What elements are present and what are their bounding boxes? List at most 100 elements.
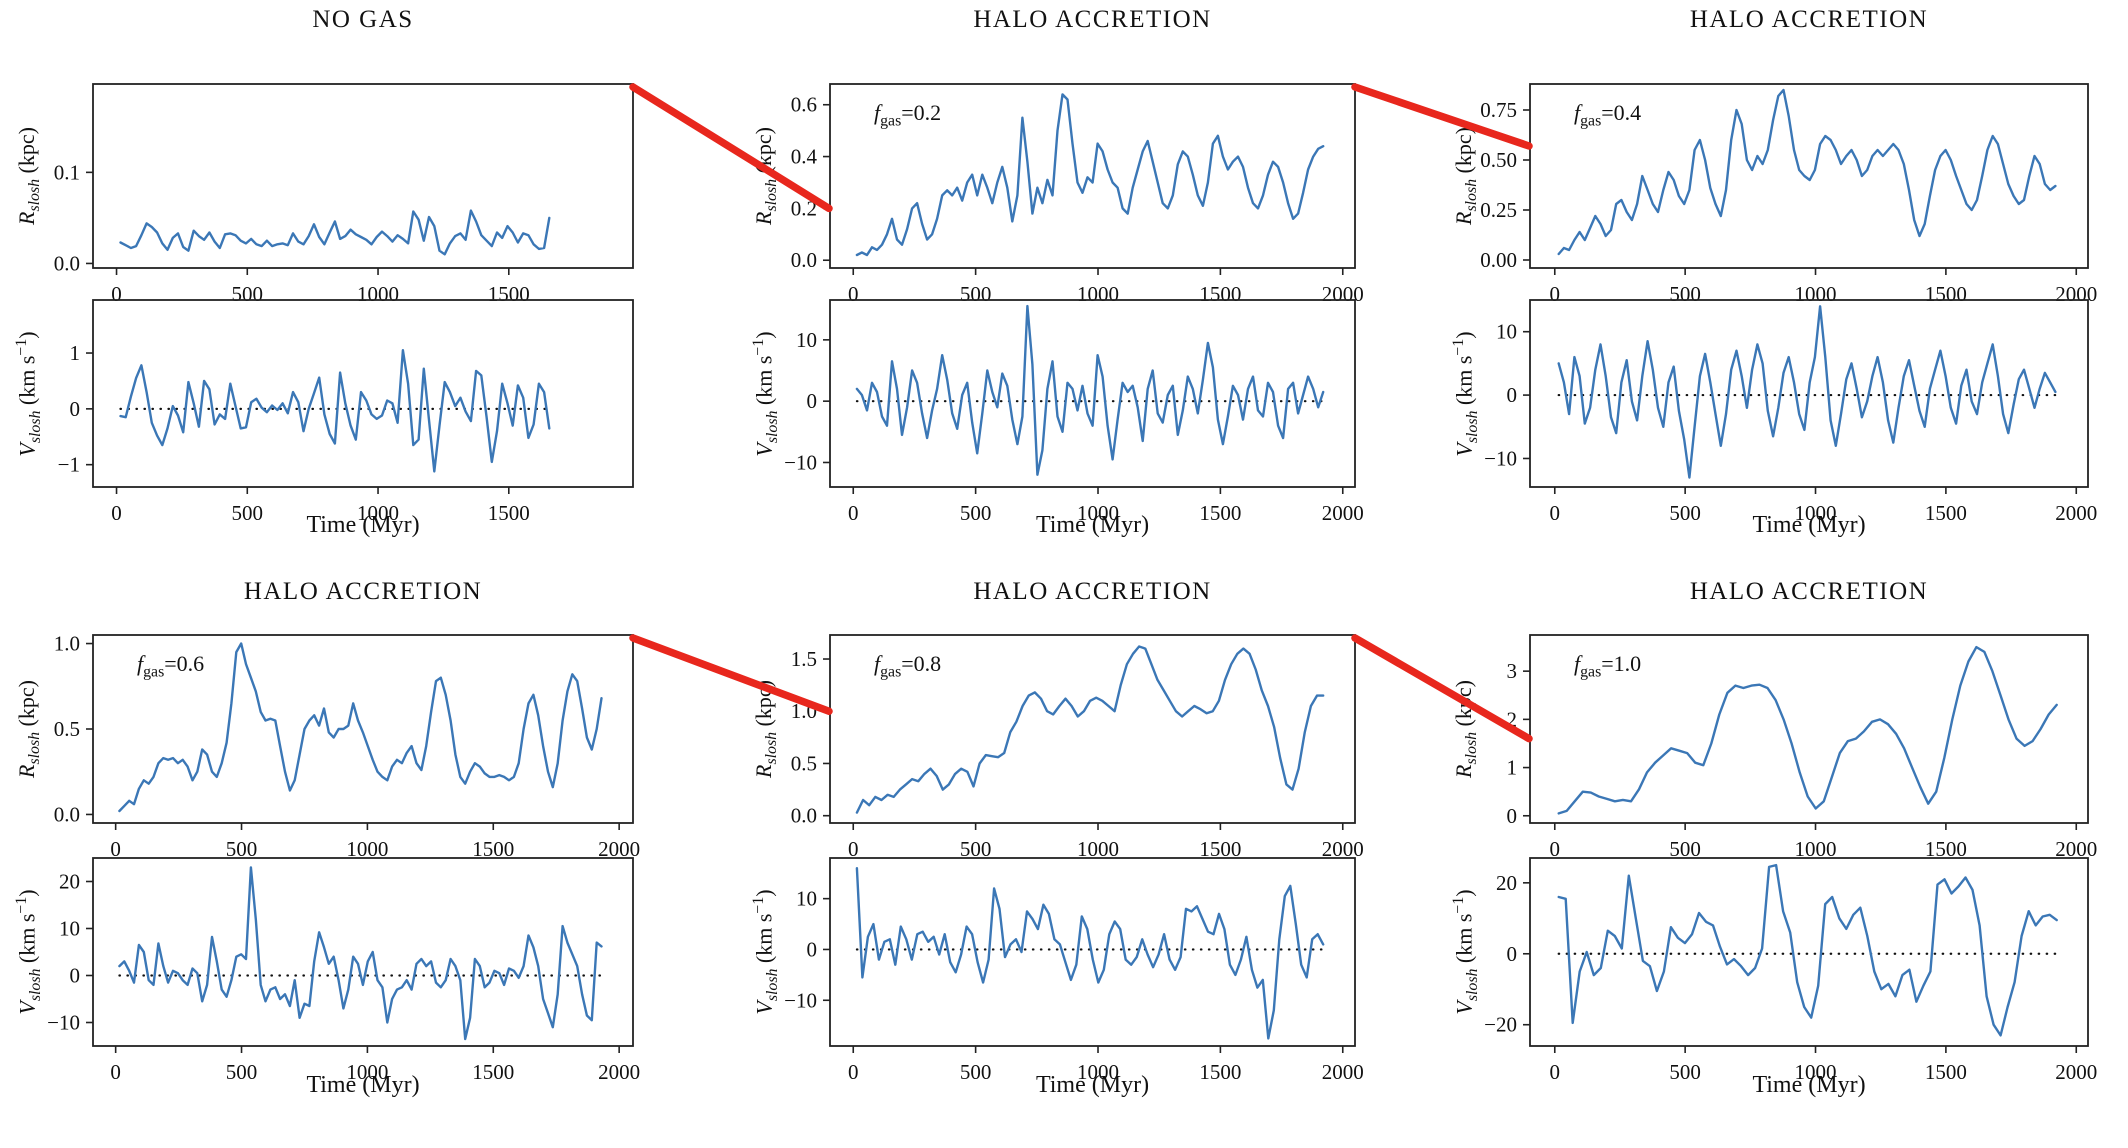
panel-title: NO GAS bbox=[312, 6, 414, 33]
x-tick-label: 1000 bbox=[1077, 1060, 1119, 1084]
x-tick-label: 2000 bbox=[598, 1060, 640, 1084]
r-slosh-chart: 0 500 1000 1500 2000 0.00 0.25 0.50 0.75 bbox=[1480, 83, 2097, 306]
y-tick-label: −20 bbox=[1484, 1013, 1517, 1037]
y-tick-label: 0.0 bbox=[791, 804, 817, 828]
y-tick-label: −10 bbox=[784, 450, 817, 474]
y-tick-label: 0.5 bbox=[54, 717, 80, 741]
r-axis-label: Rslosh (kpc) bbox=[751, 127, 781, 225]
x-tick-label: 0 bbox=[848, 282, 859, 306]
x-tick-label: 1500 bbox=[1925, 837, 1967, 861]
r-unit: (kpc) bbox=[13, 680, 39, 732]
x-tick-label: 500 bbox=[1669, 837, 1701, 861]
x-tick-label: 1000 bbox=[357, 282, 399, 306]
series-line bbox=[855, 645, 1325, 814]
y-tick-label: 20 bbox=[59, 870, 80, 894]
v-unit-post: ) bbox=[1451, 330, 1477, 339]
r-axis-label: Rslosh (kpc) bbox=[1451, 680, 1481, 778]
axes-frame bbox=[1529, 299, 2089, 488]
x-tick-label: 1000 bbox=[357, 501, 399, 525]
x-tick-label: 500 bbox=[960, 501, 992, 525]
v-subscript: slosh bbox=[1463, 410, 1481, 443]
x-tick-label: 1500 bbox=[1925, 501, 1967, 525]
x-tick-label: 0 bbox=[1550, 282, 1561, 306]
v-axis-label: Vslosh (km s−1) bbox=[750, 889, 782, 1014]
x-tick-label: 500 bbox=[226, 837, 258, 861]
r-slosh-chart: 0 500 1000 1500 2000 0.0 0.5 1.0 bbox=[54, 632, 640, 861]
fgas-annotation: fgas=0.4 bbox=[1574, 100, 1641, 130]
x-tick-label: 0 bbox=[848, 501, 859, 525]
r-symbol: R bbox=[13, 764, 39, 778]
x-tick-label: 500 bbox=[232, 282, 264, 306]
series-line bbox=[1557, 645, 2058, 815]
series-line bbox=[118, 642, 603, 813]
fgas-symbol: f bbox=[137, 651, 144, 676]
r-slosh-chart: 0 500 1000 1500 2000 0.0 0.5 1.0 1.5 bbox=[791, 634, 1364, 861]
y-tick-label: 0 bbox=[70, 397, 81, 421]
fgas-annotation: fgas=0.6 bbox=[137, 651, 204, 681]
v-slosh-chart: 0 500 1000 1500 2000 −10 0 10 bbox=[1484, 299, 2097, 525]
x-tick-label: 500 bbox=[960, 1060, 992, 1084]
y-tick-label: 0 bbox=[807, 389, 818, 413]
v-axis-label: Vslosh (km s−1) bbox=[1450, 889, 1482, 1014]
x-tick-label: 2000 bbox=[598, 837, 640, 861]
v-unit-post: ) bbox=[14, 330, 40, 339]
fgas-annotation: fgas=1.0 bbox=[1574, 651, 1641, 681]
v-slosh-chart: 0 500 1000 1500 2000 −10 0 10 bbox=[784, 299, 1364, 525]
x-tick-label: 1500 bbox=[1925, 1060, 1967, 1084]
y-tick-label: −10 bbox=[784, 988, 817, 1012]
series-line bbox=[855, 93, 1325, 257]
y-tick-label: 0.0 bbox=[54, 251, 80, 275]
x-tick-label: 500 bbox=[960, 837, 992, 861]
axes-frame bbox=[92, 299, 634, 488]
r-subscript: slosh bbox=[26, 178, 44, 212]
r-subscript: slosh bbox=[763, 178, 781, 212]
x-tick-label: 1000 bbox=[1795, 837, 1837, 861]
v-symbol: V bbox=[751, 442, 777, 457]
v-symbol: V bbox=[14, 1001, 40, 1015]
time-axis-label: Time (Myr) bbox=[1752, 1072, 1866, 1098]
v-unit-pre: (km s bbox=[751, 913, 777, 969]
r-unit: (kpc) bbox=[750, 680, 776, 732]
fgas-value: =0.8 bbox=[901, 651, 942, 676]
x-tick-label: 1000 bbox=[346, 1060, 388, 1084]
y-tick-label: 1.0 bbox=[54, 632, 80, 656]
v-axis-label: Vslosh (km s−1) bbox=[1450, 331, 1482, 456]
series-line bbox=[1557, 305, 2057, 479]
fgas-subscript: gas bbox=[880, 663, 902, 681]
r-subscript: slosh bbox=[1463, 178, 1481, 212]
fgas-symbol: f bbox=[1574, 651, 1581, 676]
y-tick-label: 10 bbox=[796, 887, 817, 911]
y-tick-label: 0.0 bbox=[791, 248, 817, 272]
v-unit-pre: (km s bbox=[14, 355, 40, 411]
v-unit-exponent: −1 bbox=[750, 896, 768, 914]
v-slosh-chart: 0 500 1000 1500 2000 −10 0 10 20 bbox=[47, 857, 640, 1084]
v-slosh-chart: 0 500 1000 1500 −1 0 1 bbox=[58, 299, 634, 525]
x-tick-label: 1500 bbox=[472, 1060, 514, 1084]
series-line bbox=[1557, 863, 2058, 1037]
fgas-symbol: f bbox=[874, 100, 881, 125]
y-tick-label: 10 bbox=[796, 328, 817, 352]
y-tick-label: −10 bbox=[1484, 446, 1517, 470]
r-unit: (kpc) bbox=[750, 127, 776, 179]
x-tick-label: 1000 bbox=[346, 837, 388, 861]
v-unit-post: ) bbox=[751, 330, 777, 339]
series-line bbox=[119, 209, 551, 256]
x-tick-label: 1500 bbox=[488, 501, 530, 525]
x-tick-label: 1500 bbox=[1199, 501, 1241, 525]
time-axis-label: Time (Myr) bbox=[1035, 512, 1150, 538]
v-unit-pre: (km s bbox=[1451, 913, 1477, 969]
x-tick-label: 2000 bbox=[2055, 501, 2097, 525]
fgas-value: =0.2 bbox=[901, 100, 942, 125]
y-tick-label: 0.6 bbox=[791, 93, 817, 117]
v-unit-exponent: −1 bbox=[1450, 896, 1468, 914]
panel-title: HALO ACCRETION bbox=[973, 6, 1212, 33]
v-symbol: V bbox=[751, 1001, 777, 1015]
v-subscript: slosh bbox=[763, 968, 781, 1002]
x-tick-label: 500 bbox=[232, 501, 264, 525]
axes-frame bbox=[1529, 857, 2089, 1047]
y-tick-label: 0.25 bbox=[1480, 198, 1517, 222]
x-tick-label: 1500 bbox=[1925, 282, 1967, 306]
axes-frame bbox=[829, 634, 1356, 824]
series-line bbox=[118, 866, 603, 1041]
y-tick-label: 0 bbox=[807, 937, 818, 961]
